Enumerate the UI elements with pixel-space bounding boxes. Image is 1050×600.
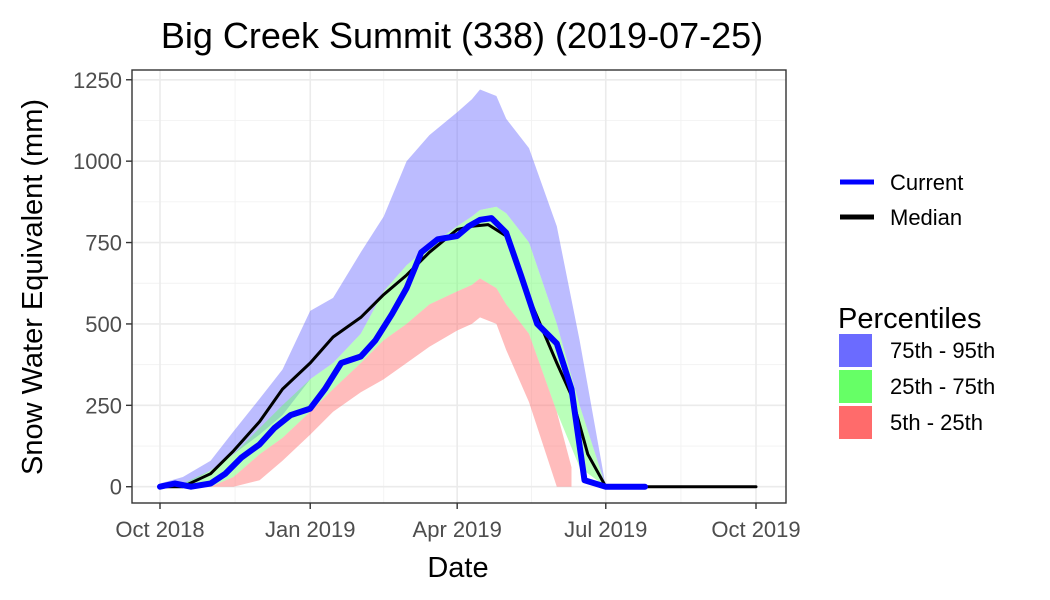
legend-swatch-p75_95	[839, 334, 872, 367]
series-line-current	[157, 215, 648, 490]
plot-border	[131, 69, 787, 504]
plot-area	[131, 69, 787, 504]
band-p75_95	[160, 89, 621, 487]
y-tick-label: 1250	[73, 68, 122, 93]
y-axis-title: Snow Water Equivalent (mm)	[17, 99, 49, 475]
x-tick-label: Oct 2018	[115, 517, 204, 542]
band-legend-title: Percentiles	[838, 303, 981, 335]
legend: Percentiles Current Median 75th - 95th 25th…	[838, 170, 995, 439]
y-tick-label: 250	[85, 393, 122, 418]
legend-label-p5_25: 5th - 25th	[890, 410, 983, 435]
band-p25_75	[160, 206, 621, 487]
legend-label-median: Median	[890, 205, 962, 230]
legend-swatch-p25_75	[839, 370, 872, 403]
y-tick-label: 0	[110, 475, 122, 500]
x-tick-label: Apr 2019	[413, 517, 502, 542]
x-tick-label: Jul 2019	[564, 517, 647, 542]
x-tick-label: Oct 2019	[711, 517, 800, 542]
x-tick-label: Jan 2019	[265, 517, 356, 542]
legend-swatch-p5_25	[839, 406, 872, 439]
band-p5_25	[160, 278, 572, 487]
legend-label-current: Current	[890, 170, 963, 195]
legend-label-p25_75: 25th - 75th	[890, 374, 995, 399]
y-tick-label: 500	[85, 312, 122, 337]
plot-panel	[132, 70, 786, 503]
y-tick-label: 750	[85, 231, 122, 256]
x-axis-title: Date	[427, 552, 488, 584]
y-tick-label: 1000	[73, 149, 122, 174]
chart-title: Big Creek Summit (338) (2019-07-25)	[161, 15, 763, 56]
legend-label-p75_95: 75th - 95th	[890, 338, 995, 363]
